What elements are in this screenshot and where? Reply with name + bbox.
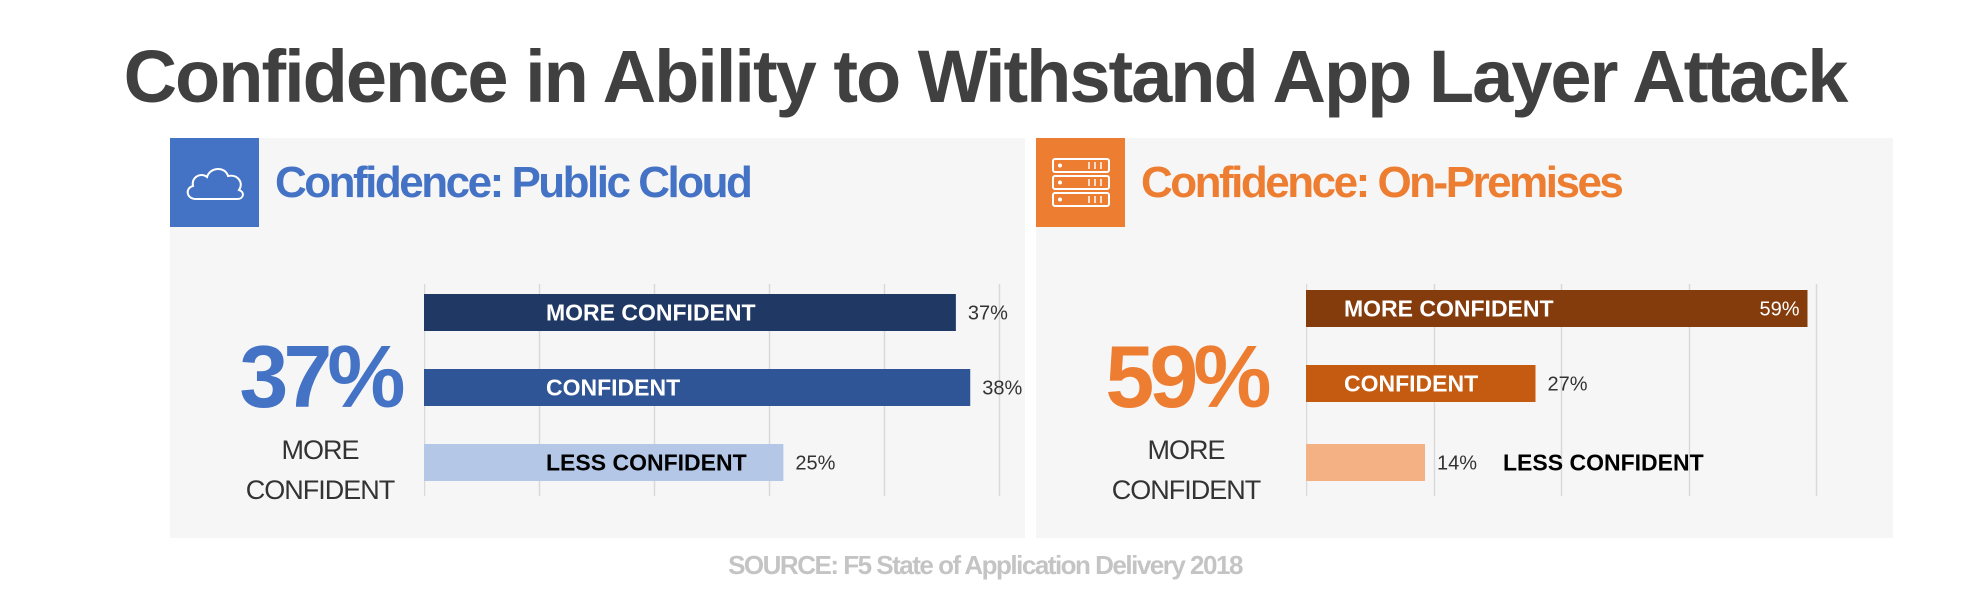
- bar: [424, 369, 971, 406]
- headline-label-onprem: MORE CONFIDENT: [1076, 430, 1296, 510]
- server-icon-box: [1036, 138, 1125, 227]
- bar: [1306, 365, 1536, 402]
- bar-value-label: 38%: [982, 378, 1022, 400]
- panel-on-premises: Confidence: On-Premises 59% MORE CONFIDE…: [1036, 138, 1893, 538]
- bar: [424, 294, 956, 331]
- panel-heading-public-cloud: Confidence: Public Cloud: [275, 158, 753, 207]
- bar-category-label: MORE CONFIDENT: [1344, 296, 1554, 322]
- headline-label-line2: CONFIDENT: [1111, 475, 1262, 505]
- page-title: Confidence in Ability to Withstand App L…: [123, 35, 1849, 118]
- headline-label-line1: MORE: [281, 435, 360, 465]
- bar-value-label: 25%: [795, 453, 835, 475]
- source-note: SOURCE: F5 State of Application Delivery…: [728, 550, 1243, 580]
- bar: [1306, 290, 1808, 327]
- headline-percent-cloud: 37%: [239, 327, 405, 426]
- headline-percent-onprem: 59%: [1105, 327, 1271, 426]
- bar-value-label: 14%: [1437, 453, 1477, 475]
- bar-category-label: CONFIDENT: [1344, 371, 1478, 397]
- bar-category-label: MORE CONFIDENT: [546, 300, 756, 326]
- headline-label-cloud: MORE CONFIDENT: [210, 430, 430, 510]
- server-icon: [1051, 157, 1110, 207]
- bar-chart-public-cloud: 37% MORE CONFIDENT 38% CONFIDENT 25% LESS CON…: [424, 284, 1022, 496]
- bar-category-label: LESS CONFIDENT: [1503, 450, 1704, 476]
- cloud-icon-box: [170, 138, 259, 227]
- panel-heading-on-premises: Confidence: On-Premises: [1141, 158, 1624, 207]
- bar: [1306, 444, 1425, 481]
- bar-value-label: 59%: [1759, 299, 1799, 321]
- bar-value-label: 27%: [1548, 374, 1588, 396]
- bar-category-label: CONFIDENT: [546, 375, 680, 401]
- headline-label-line2: CONFIDENT: [245, 475, 396, 505]
- bar-category-label: LESS CONFIDENT: [546, 450, 747, 476]
- panel-public-cloud: Confidence: Public Cloud 37% MORE CONFID…: [170, 138, 1025, 538]
- bar: [424, 444, 784, 481]
- cloud-icon: [186, 167, 244, 200]
- bar-chart-on-premises: 59% MORE CONFIDENT 27% CONFIDENT 14% LESS CON…: [1306, 284, 1818, 496]
- headline-label-line1: MORE: [1147, 435, 1226, 465]
- bar-value-label: 37%: [968, 303, 1008, 325]
